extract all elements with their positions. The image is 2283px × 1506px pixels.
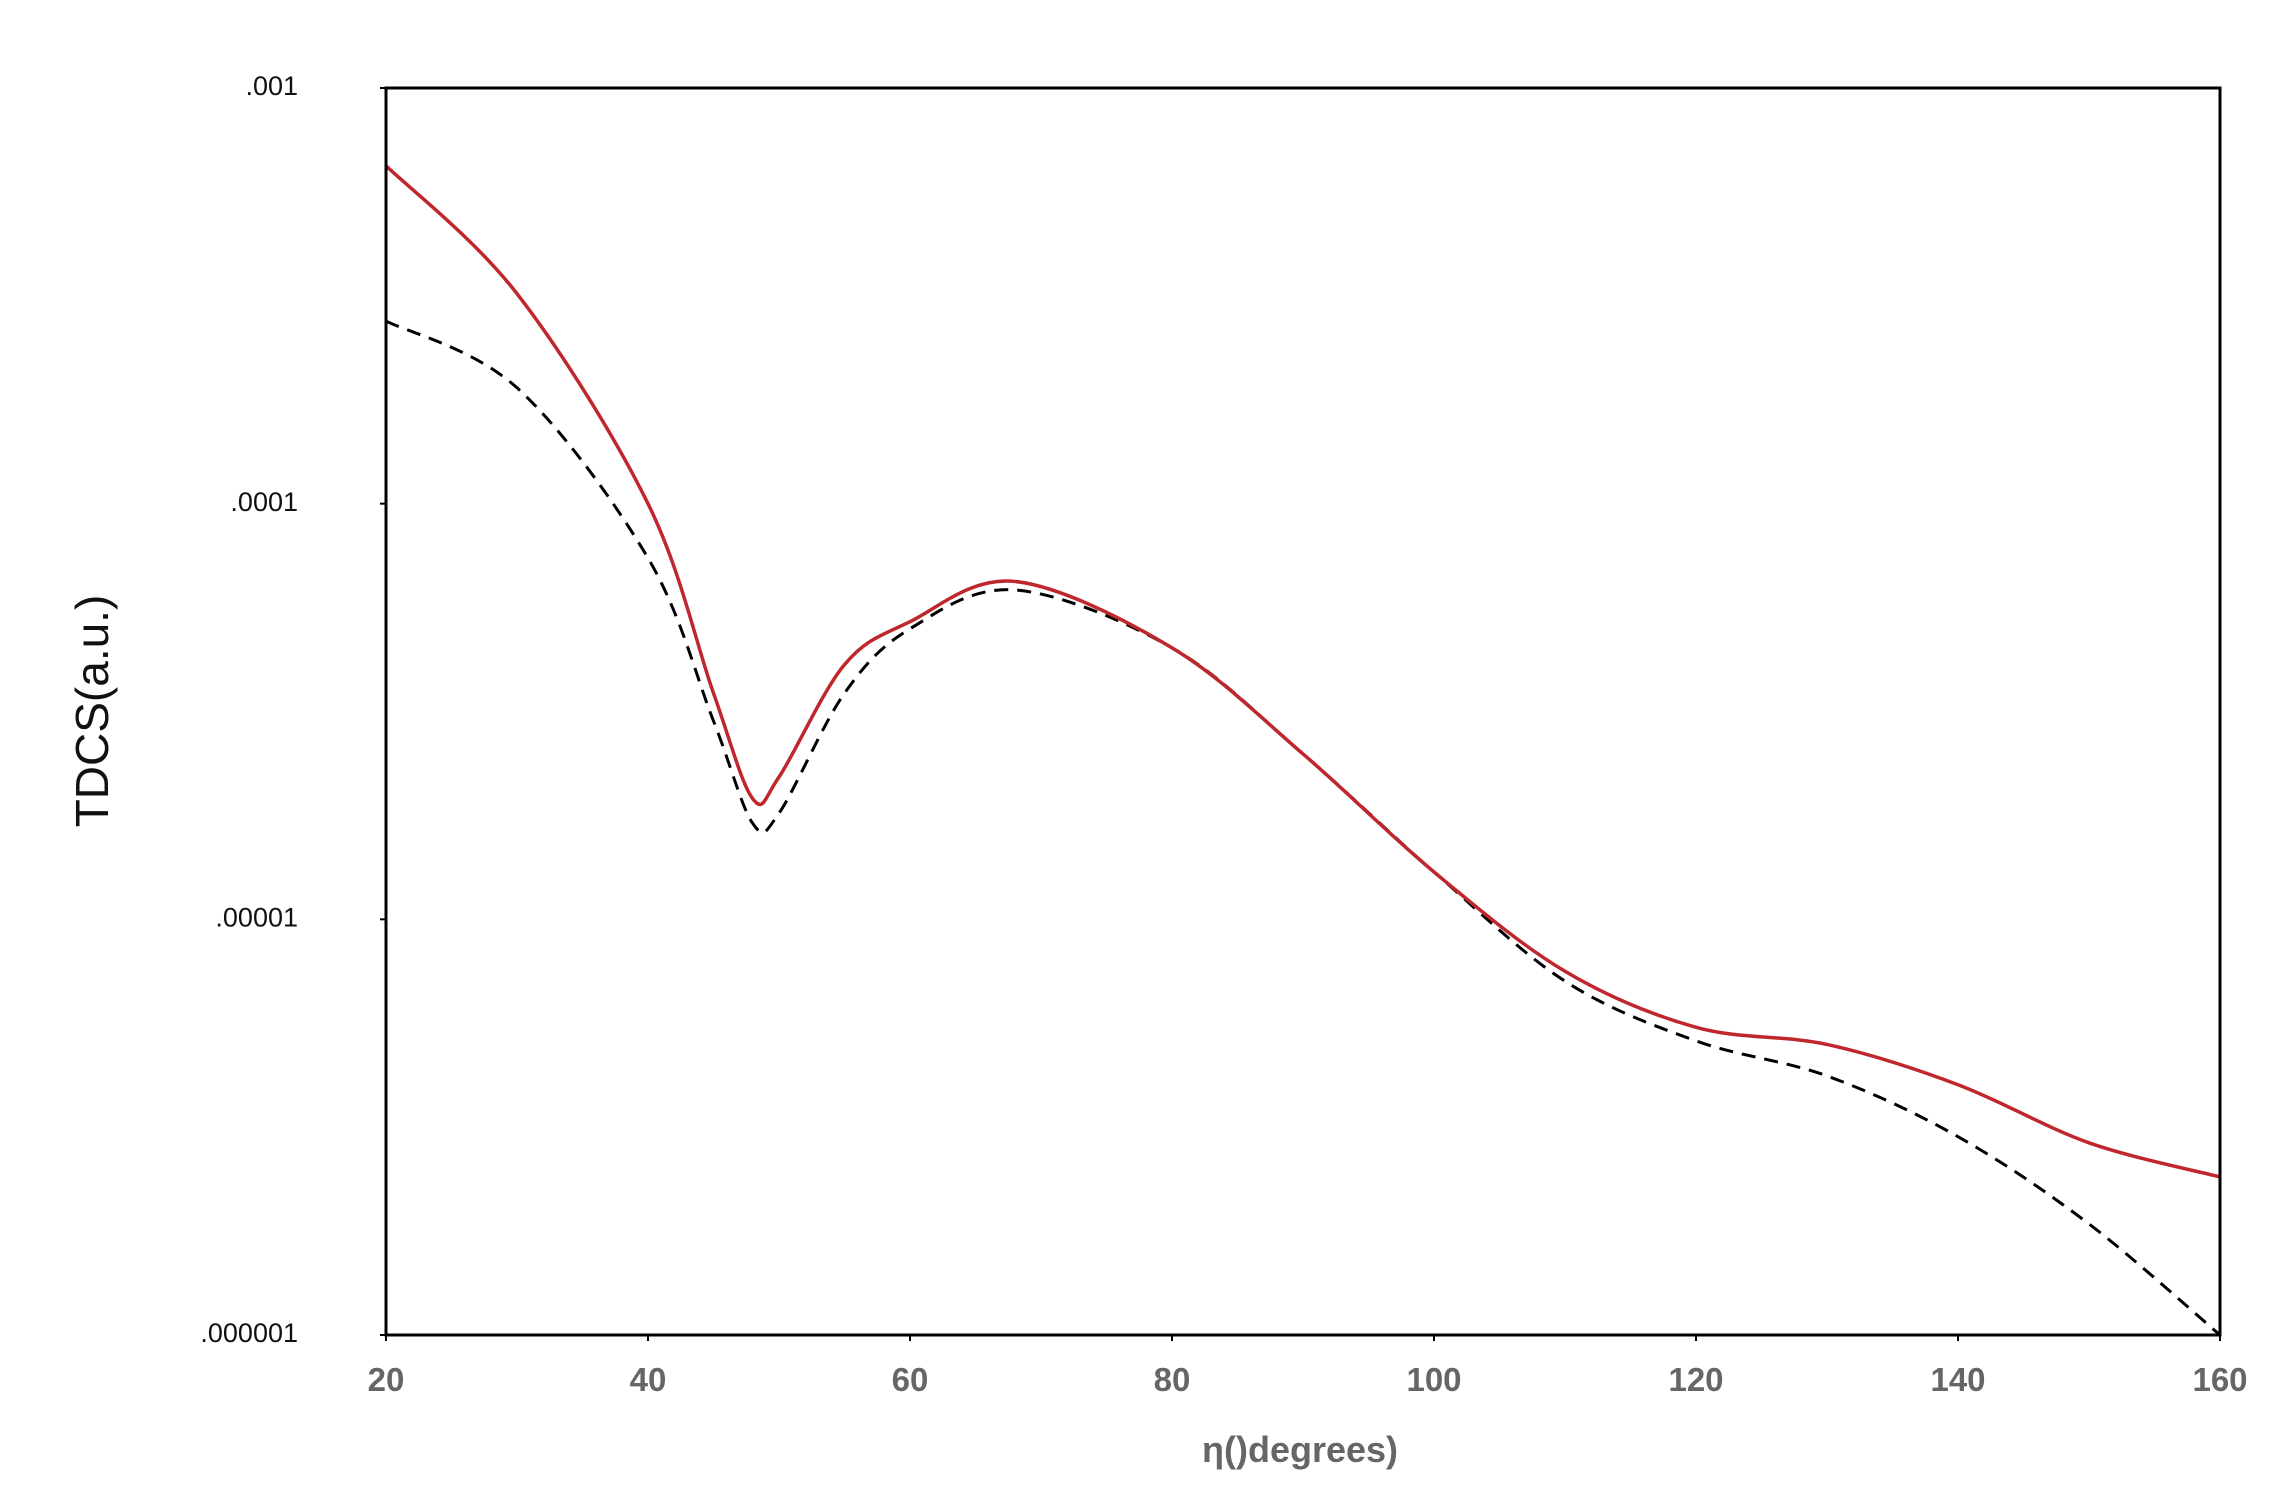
- y-tick-label: .0001: [230, 487, 298, 517]
- x-tick-label: 140: [1930, 1361, 1985, 1398]
- y-tick-label: .00001: [215, 902, 298, 932]
- plot-frame: [384, 86, 2222, 1337]
- x-tick-label: 60: [892, 1361, 929, 1398]
- line-series: [384, 164, 2221, 1179]
- x-tick-label: 120: [1668, 1361, 1723, 1398]
- x-tick-label: 100: [1406, 1361, 1461, 1398]
- y-tick-label: .000001: [200, 1318, 298, 1348]
- x-tick-label: 40: [630, 1361, 667, 1398]
- x-tick-label: 80: [1154, 1361, 1191, 1398]
- y-axis-label: TDCS(a.u.): [66, 595, 118, 828]
- x-tick-label: 20: [368, 1361, 405, 1398]
- x-axis-label: η()degrees): [1202, 1429, 1398, 1470]
- x-tick-label: 160: [2192, 1361, 2247, 1398]
- y-tick-label: .001: [245, 71, 298, 101]
- line-series: [385, 319, 2221, 1337]
